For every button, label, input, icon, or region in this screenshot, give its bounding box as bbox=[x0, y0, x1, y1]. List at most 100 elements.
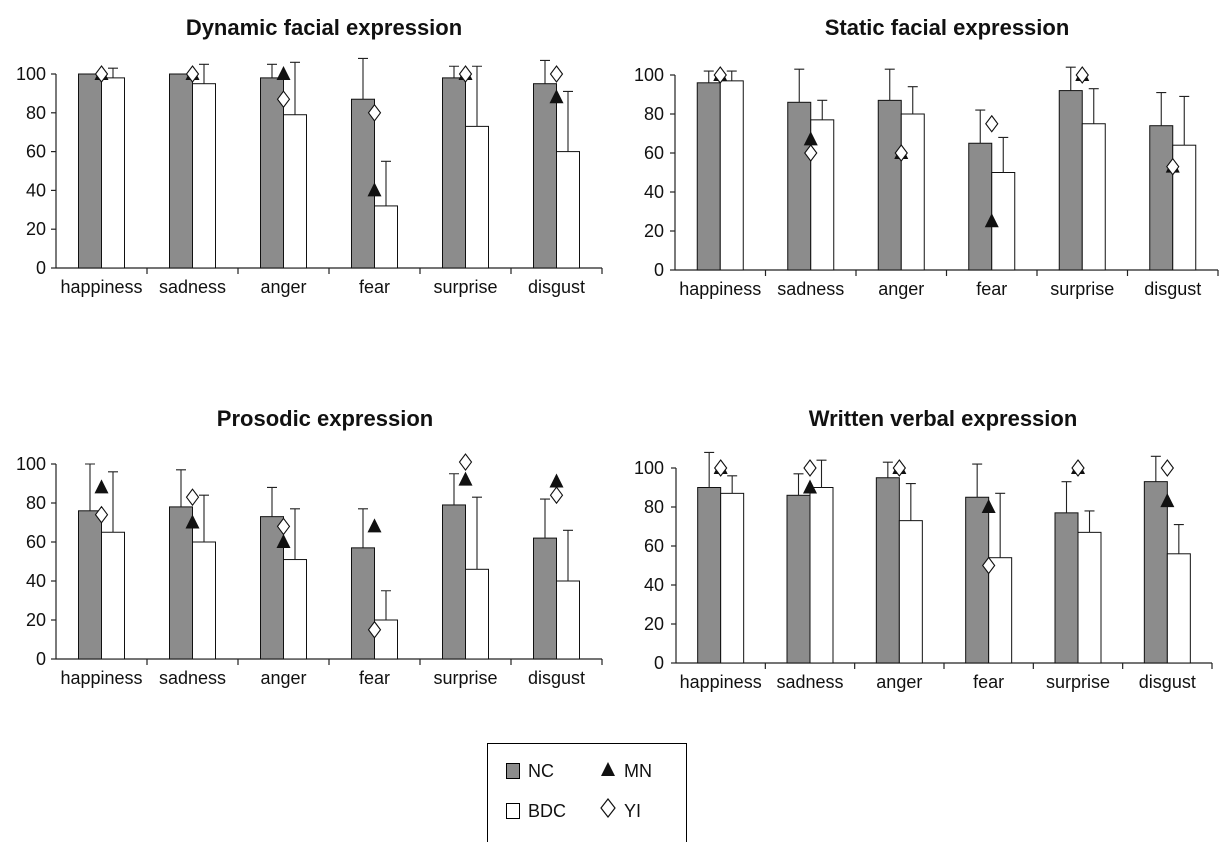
bar-nc bbox=[965, 496, 990, 664]
bar-nc bbox=[968, 142, 993, 271]
bar-nc bbox=[260, 516, 284, 660]
chart-panel: Written verbal expression 0 20 40 60 80 100 hap… bbox=[634, 406, 1213, 692]
error-bar-bdc bbox=[290, 508, 300, 560]
error-bar-bdc bbox=[199, 494, 209, 542]
x-tick-label: fear bbox=[359, 668, 390, 688]
error-bar-nc bbox=[975, 109, 986, 144]
y-tick-label: 40 bbox=[644, 575, 664, 595]
y-tick-label: 100 bbox=[16, 64, 46, 84]
y-tick-label: 20 bbox=[644, 221, 664, 241]
x-tick-label: sadness bbox=[777, 279, 844, 299]
error-bar-nc bbox=[540, 59, 550, 84]
marker-yi bbox=[713, 66, 727, 84]
error-bar-nc bbox=[793, 473, 804, 496]
bar-bdc bbox=[556, 151, 580, 269]
chart-title: Prosodic expression bbox=[217, 406, 433, 431]
y-tick-label: 80 bbox=[644, 104, 664, 124]
bar-nc bbox=[442, 504, 466, 660]
chart-title: Dynamic facial expression bbox=[186, 15, 462, 40]
error-bar-nc bbox=[267, 486, 277, 517]
bar-bdc bbox=[556, 580, 580, 660]
marker-yi bbox=[1071, 459, 1085, 477]
y-tick-label: 0 bbox=[654, 653, 664, 673]
error-bar-bdc bbox=[563, 529, 573, 581]
marker-mn bbox=[803, 479, 817, 494]
marker-mn bbox=[981, 499, 996, 513]
bar-nc bbox=[442, 77, 466, 269]
error-bar-bdc bbox=[817, 99, 828, 120]
x-tick-label: surprise bbox=[1050, 279, 1114, 299]
marker-yi bbox=[458, 453, 473, 471]
bar-bdc bbox=[101, 77, 125, 269]
error-bar-nc bbox=[1061, 481, 1072, 513]
legend-label-mn: MN bbox=[624, 761, 652, 782]
bar-bdc bbox=[898, 520, 923, 664]
x-tick-label: surprise bbox=[433, 668, 497, 688]
x-tick-label: surprise bbox=[433, 277, 497, 297]
bar-bdc bbox=[988, 557, 1013, 664]
bar-nc bbox=[1054, 512, 1079, 664]
bar-nc bbox=[1149, 125, 1174, 271]
nc-swatch bbox=[506, 763, 520, 780]
error-bar-bdc bbox=[995, 492, 1006, 558]
marker-yi bbox=[1166, 157, 1180, 176]
bar-bdc bbox=[192, 83, 216, 269]
marker-yi bbox=[276, 90, 291, 109]
legend-item-yi: YI bbox=[600, 797, 641, 823]
x-tick-label: disgust bbox=[1139, 672, 1196, 692]
x-tick-label: happiness bbox=[679, 279, 761, 299]
x-tick-label: fear bbox=[359, 277, 390, 297]
x-tick-label: disgust bbox=[1144, 279, 1201, 299]
y-tick-label: 60 bbox=[644, 143, 664, 163]
legend-label-nc: NC bbox=[528, 761, 554, 782]
error-bar-bdc bbox=[381, 590, 391, 620]
marker-yi bbox=[94, 65, 109, 83]
x-tick-label: disgust bbox=[528, 668, 585, 688]
marker-yi bbox=[458, 65, 473, 83]
error-bar-bdc bbox=[1088, 88, 1099, 124]
marker-mn bbox=[276, 66, 291, 80]
bar-nc bbox=[877, 99, 902, 271]
error-bar-bdc bbox=[816, 459, 827, 488]
bar-nc bbox=[169, 73, 193, 269]
error-bar-nc bbox=[267, 63, 277, 78]
error-bar-nc bbox=[540, 498, 550, 539]
bar-bdc bbox=[900, 113, 925, 271]
triangle-icon bbox=[600, 758, 616, 784]
x-tick-label: anger bbox=[260, 277, 306, 297]
error-bar-nc bbox=[358, 57, 368, 100]
marker-mn bbox=[549, 89, 564, 104]
chart-panel: Static facial expression 0 20 40 60 80 100 happ… bbox=[634, 15, 1219, 299]
bar-bdc bbox=[283, 559, 307, 660]
bar-bdc bbox=[192, 541, 216, 660]
x-tick-label: anger bbox=[876, 672, 922, 692]
bar-bdc bbox=[283, 114, 307, 269]
bar-bdc bbox=[720, 492, 745, 664]
marker-mn bbox=[549, 473, 564, 488]
error-bar-nc bbox=[794, 68, 805, 103]
chart-title: Static facial expression bbox=[825, 15, 1070, 40]
bar-nc bbox=[351, 547, 375, 660]
x-tick-label: sadness bbox=[159, 277, 226, 297]
marker-mn bbox=[367, 182, 382, 197]
error-bar-bdc bbox=[907, 86, 918, 114]
error-bar-bdc bbox=[472, 65, 482, 127]
bar-bdc bbox=[101, 531, 125, 660]
legend-label-bdc: BDC bbox=[528, 801, 567, 822]
bar-nc bbox=[351, 98, 375, 269]
marker-yi bbox=[549, 65, 564, 83]
legend-item-nc: NC bbox=[506, 757, 554, 783]
marker-mn bbox=[276, 534, 291, 548]
error-bar-nc bbox=[1065, 66, 1076, 91]
error-bar-bdc bbox=[381, 160, 391, 206]
bar-bdc bbox=[1077, 531, 1102, 664]
y-tick-label: 0 bbox=[654, 260, 664, 280]
error-bar-bdc bbox=[290, 61, 300, 115]
marker-yi bbox=[185, 488, 200, 507]
x-tick-label: sadness bbox=[159, 668, 226, 688]
legend-item-bdc: BDC bbox=[506, 797, 566, 823]
error-bar-bdc bbox=[563, 90, 573, 152]
marker-yi bbox=[1160, 459, 1175, 477]
error-bar-nc bbox=[882, 461, 893, 478]
error-bar-nc bbox=[1156, 92, 1167, 126]
